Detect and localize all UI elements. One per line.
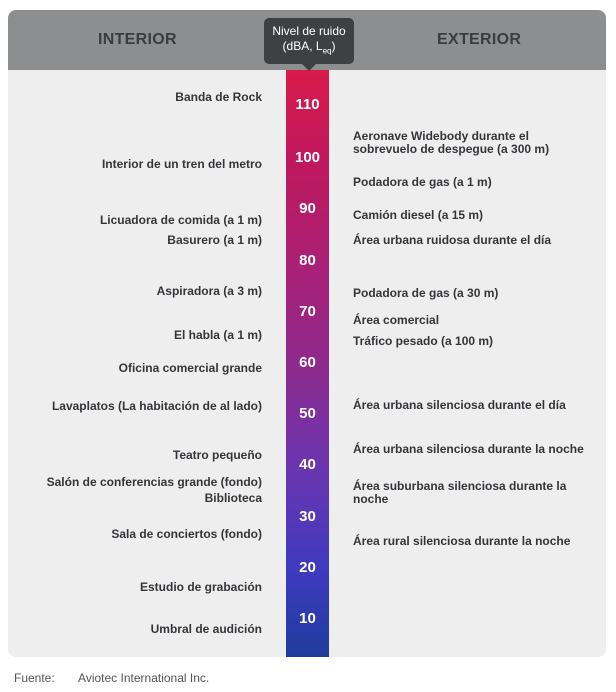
interior-title: INTERIOR [98,31,177,48]
tick-80: 80 [299,252,316,269]
source-value: Aviotec International Inc. [78,671,210,685]
tick-10: 10 [299,610,316,627]
interior-label-office: Oficina comercial grande [118,361,262,375]
tick-50: 50 [299,405,316,422]
interior-label-vacuum: Aspiradora (a 3 m) [156,284,262,298]
noise-level-tooltip: Nivel de ruido (dBA, Leq) [264,18,354,64]
interior-label-dishwasher: Lavaplatos (La habitación de al lado) [51,399,262,413]
exterior-label-aircraft-1: Aeronave Widebody durante el [353,129,529,143]
exterior-label-quiet-urban-night: Área urbana silenciosa durante la noche [353,442,584,456]
exterior-label-suburban-2: noche [353,492,389,506]
source-note: Fuente: Aviotec International Inc. [14,671,209,685]
tick-20: 20 [299,559,316,576]
interior-label-concert-hall: Sala de conciertos (fondo) [111,527,262,541]
tick-70: 70 [299,303,316,320]
exterior-label-suburban-1: Área suburbana silenciosa durante la [353,479,567,493]
interior-label-garbage: Basurero (a 1 m) [167,233,262,247]
exterior-label-mower-1m: Podadora de gas (a 1 m) [353,175,492,189]
interior-label-subway: Interior de un tren del metro [101,157,262,171]
interior-label-conference: Salón de conferencias grande (fondo) [46,475,262,489]
interior-label-library: Biblioteca [204,491,262,505]
tick-90: 90 [299,200,316,217]
decibel-scale-bar: 110 100 90 80 70 60 50 40 30 20 10 [286,70,329,657]
exterior-label-diesel: Camión diesel (a 15 m) [353,208,484,222]
interior-label-theater: Teatro pequeño [172,448,262,462]
tick-100: 100 [294,149,321,166]
exterior-label-aircraft-2: sobrevuelo de despegue (a 300 m) [353,142,550,156]
tick-40: 40 [299,456,316,473]
interior-label-speech: El habla (a 1 m) [173,328,262,342]
tooltip-pointer [301,63,317,71]
exterior-label-quiet-urban-day: Área urbana silenciosa durante el día [353,398,566,412]
tick-60: 60 [299,354,316,371]
interior-label-blender: Licuadora de comida (a 1 m) [99,213,262,227]
noise-level-chart: INTERIOR EXTERIOR 110 100 90 80 70 60 50… [8,10,606,657]
interior-label-rock-band: Banda de Rock [175,90,262,104]
tick-110: 110 [295,96,320,113]
source-label: Fuente: [14,671,55,685]
exterior-label-rural: Área rural silenciosa durante la noche [353,534,571,548]
exterior-label-noisy-urban: Área urbana ruidosa durante el día [353,233,552,247]
interior-label-recording: Estudio de grabación [139,580,262,594]
exterior-label-mower-30m: Podadora de gas (a 30 m) [353,286,499,300]
exterior-label-commercial: Área comercial [353,313,440,327]
exterior-title: EXTERIOR [437,31,522,48]
tooltip-line-1: Nivel de ruido [272,24,346,38]
tick-30: 30 [299,508,316,525]
exterior-label-traffic: Tráfico pesado (a 100 m) [353,334,494,348]
interior-label-threshold: Umbral de audición [150,622,262,636]
tooltip-line-2: (dBA, Leq) [282,39,336,56]
